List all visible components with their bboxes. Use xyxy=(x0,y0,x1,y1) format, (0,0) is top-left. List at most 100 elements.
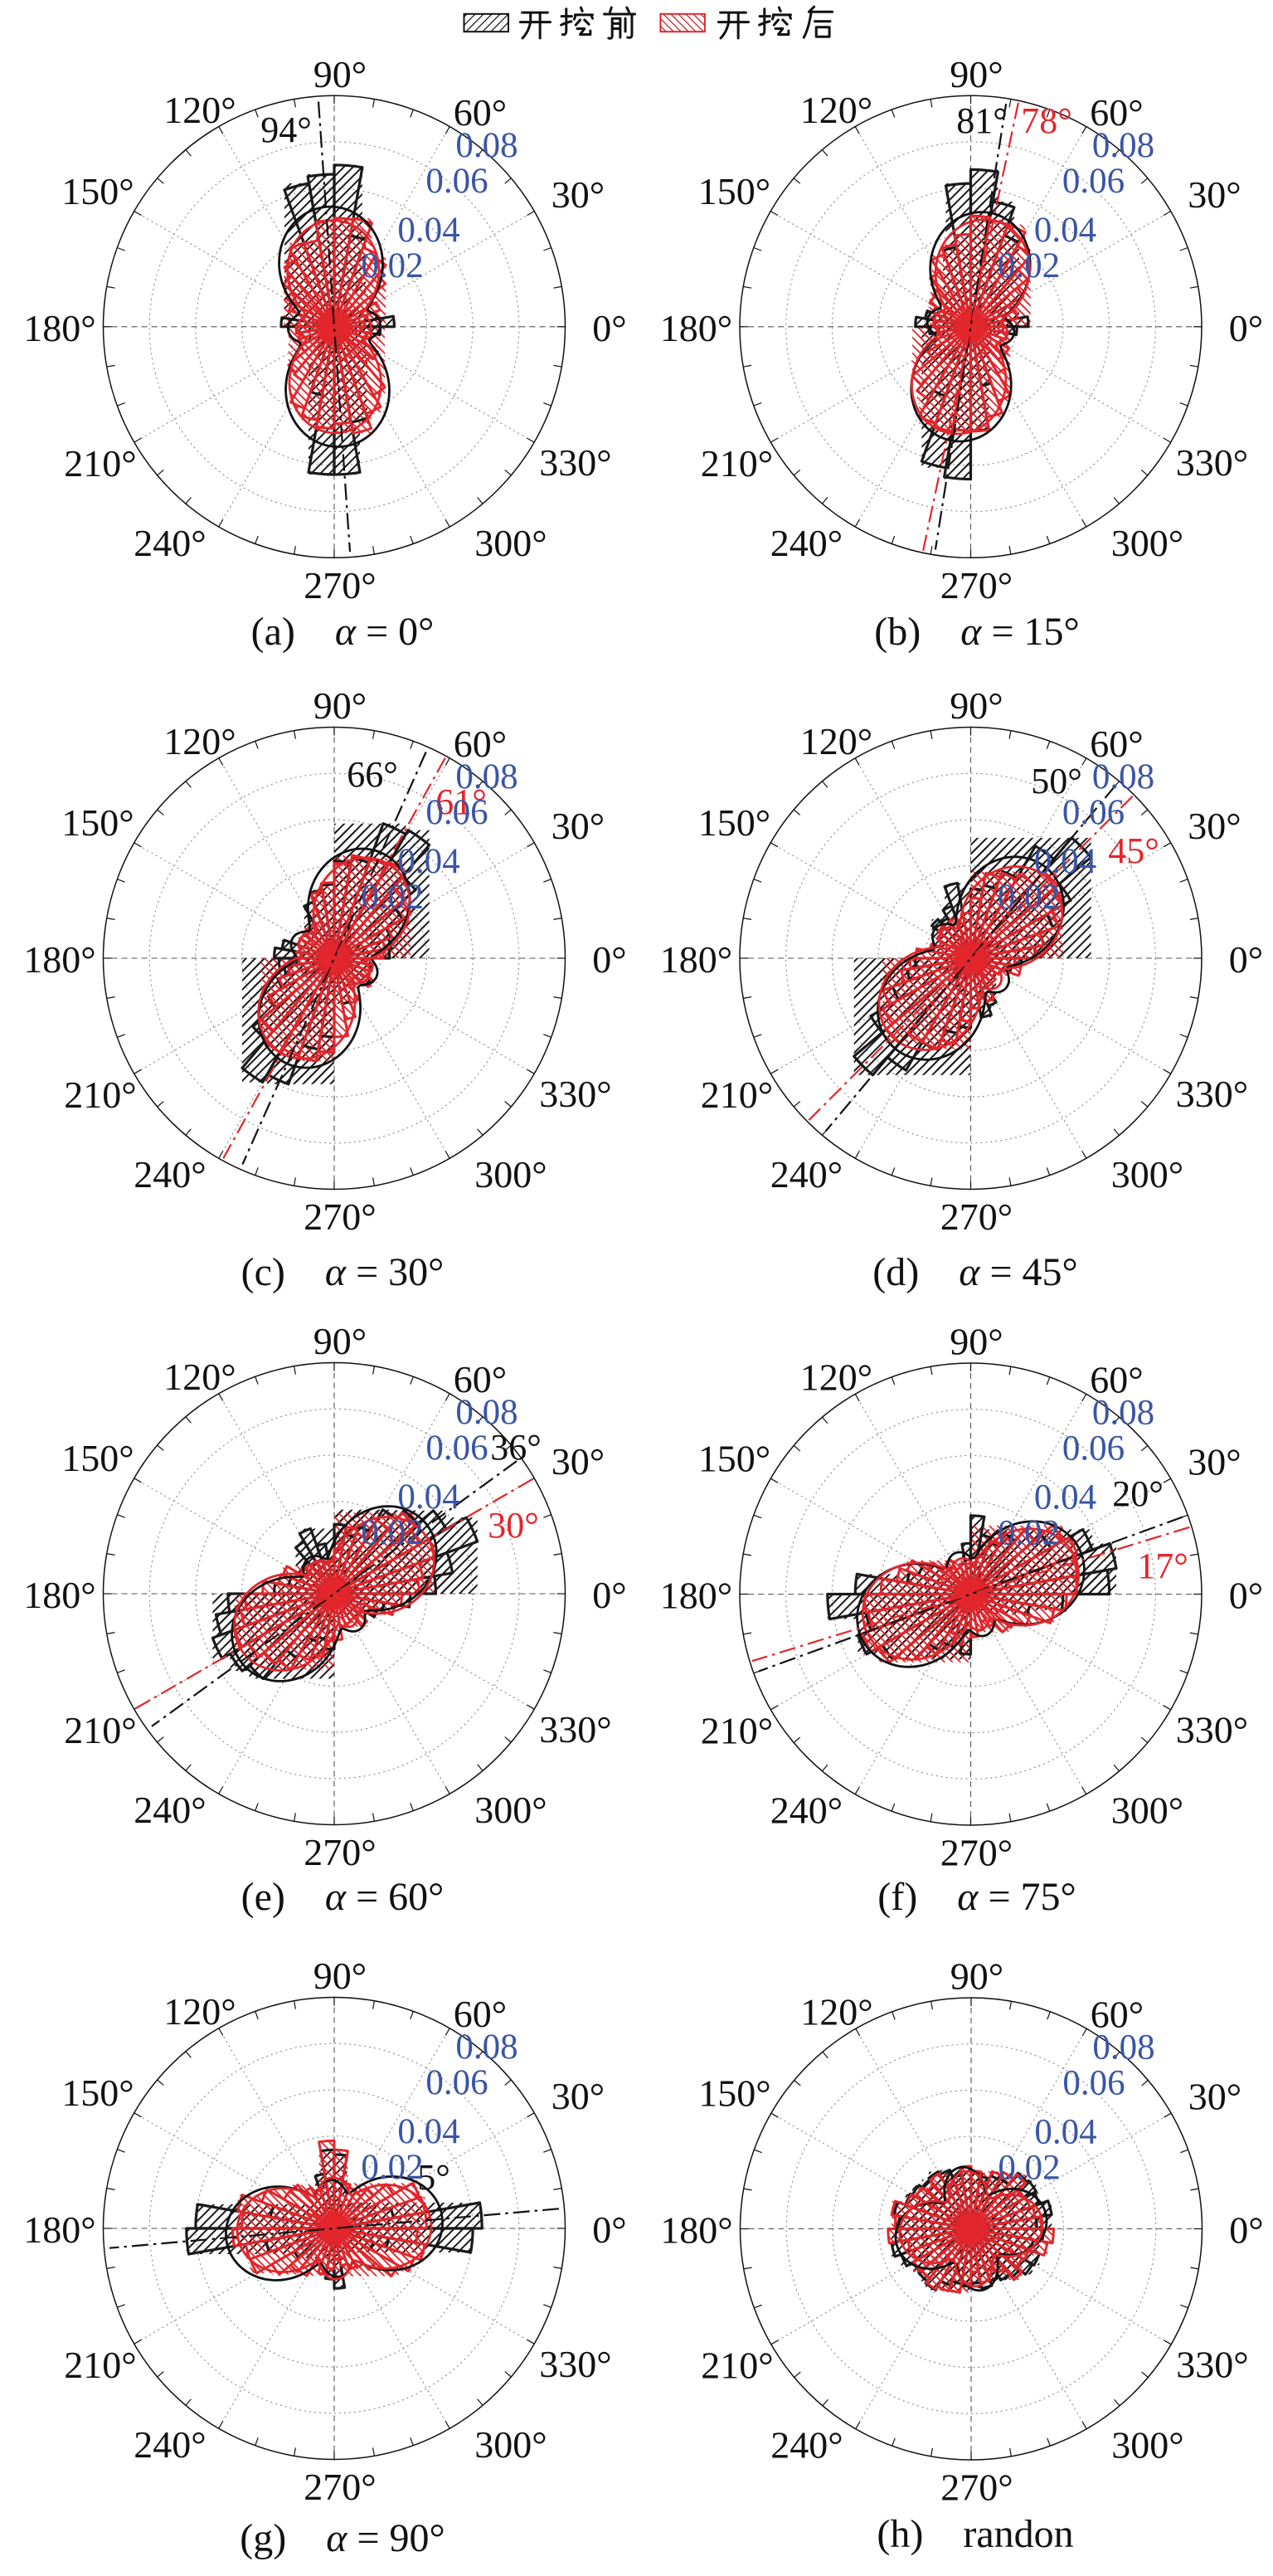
svg-text:240°: 240° xyxy=(134,1153,206,1195)
svg-text:150°: 150° xyxy=(698,801,770,844)
svg-text:0.02: 0.02 xyxy=(361,246,423,285)
svg-text:60°: 60° xyxy=(1090,1359,1143,1401)
svg-text:(g) α = 90°: (g) α = 90° xyxy=(240,2516,445,2560)
svg-text:30°: 30° xyxy=(551,2075,605,2117)
svg-text:30°: 30° xyxy=(1188,2076,1241,2118)
svg-text:(d) α = 45°: (d) α = 45° xyxy=(872,1250,1077,1294)
svg-text:270°: 270° xyxy=(304,564,376,606)
svg-text:78°: 78° xyxy=(1021,100,1072,141)
svg-text:180°: 180° xyxy=(660,938,732,981)
svg-text:30°: 30° xyxy=(551,173,605,216)
svg-text:0°: 0° xyxy=(1229,938,1263,981)
svg-text:0.06: 0.06 xyxy=(1062,162,1125,201)
svg-text:(f) α = 75°: (f) α = 75° xyxy=(877,1875,1076,1919)
svg-text:120°: 120° xyxy=(163,1356,236,1398)
svg-text:240°: 240° xyxy=(134,522,206,564)
svg-text:0.08: 0.08 xyxy=(455,1393,517,1432)
svg-text:81°: 81° xyxy=(956,100,1008,141)
svg-text:45°: 45° xyxy=(1108,830,1159,871)
svg-text:330°: 330° xyxy=(539,2343,611,2385)
svg-text:0°: 0° xyxy=(592,307,626,349)
svg-text:270°: 270° xyxy=(940,564,1013,606)
svg-text:120°: 120° xyxy=(800,1356,872,1399)
svg-text:300°: 300° xyxy=(1111,1790,1183,1832)
svg-text:61°: 61° xyxy=(435,782,487,822)
svg-text:330°: 330° xyxy=(1176,2344,1248,2386)
svg-text:30°: 30° xyxy=(1188,805,1241,847)
svg-text:(a) α = 0°: (a) α = 0° xyxy=(251,610,435,654)
svg-text:210°: 210° xyxy=(64,1074,136,1116)
svg-text:120°: 120° xyxy=(163,89,236,131)
svg-text:150°: 150° xyxy=(698,170,770,212)
svg-text:60°: 60° xyxy=(454,1358,507,1400)
svg-text:210°: 210° xyxy=(701,1074,773,1116)
svg-text:0°: 0° xyxy=(592,1574,626,1616)
svg-text:0°: 0° xyxy=(1229,307,1263,349)
svg-text:180°: 180° xyxy=(23,2208,95,2251)
svg-text:0°: 0° xyxy=(592,938,626,981)
svg-text:30°: 30° xyxy=(1188,173,1241,216)
svg-text:240°: 240° xyxy=(770,1153,843,1195)
svg-text:0.04: 0.04 xyxy=(397,842,459,881)
svg-text:180°: 180° xyxy=(23,307,95,349)
svg-text:210°: 210° xyxy=(701,2345,773,2387)
svg-text:94°: 94° xyxy=(260,110,312,150)
svg-text:210°: 210° xyxy=(64,1709,136,1751)
svg-text:0.04: 0.04 xyxy=(1034,842,1096,881)
svg-text:240°: 240° xyxy=(770,522,843,564)
svg-text:0.02: 0.02 xyxy=(998,2149,1060,2188)
svg-text:(b) α = 15°: (b) α = 15° xyxy=(874,610,1079,654)
svg-text:0.08: 0.08 xyxy=(1092,1394,1154,1433)
svg-text:180°: 180° xyxy=(660,2209,732,2252)
svg-text:0.02: 0.02 xyxy=(998,246,1060,285)
svg-text:240°: 240° xyxy=(134,2423,206,2466)
svg-text:60°: 60° xyxy=(1090,723,1143,765)
svg-text:270°: 270° xyxy=(304,2466,376,2508)
svg-text:0.06: 0.06 xyxy=(1062,793,1125,832)
svg-text:90°: 90° xyxy=(950,1321,1003,1363)
svg-text:0.04: 0.04 xyxy=(1034,2113,1096,2152)
svg-text:0.08: 0.08 xyxy=(455,126,517,165)
svg-text:0.04: 0.04 xyxy=(397,211,459,250)
svg-text:150°: 150° xyxy=(61,801,134,844)
svg-text:60°: 60° xyxy=(1091,1994,1144,2036)
svg-text:120°: 120° xyxy=(800,1991,872,2033)
svg-text:0.06: 0.06 xyxy=(1062,2064,1125,2103)
svg-text:0.02: 0.02 xyxy=(998,1514,1060,1553)
svg-text:180°: 180° xyxy=(660,1575,732,1617)
svg-text:180°: 180° xyxy=(660,307,732,349)
svg-text:270°: 270° xyxy=(940,1195,1013,1238)
svg-text:30°: 30° xyxy=(488,1505,539,1546)
svg-text:66°: 66° xyxy=(347,754,398,795)
svg-text:90°: 90° xyxy=(950,684,1003,727)
svg-text:0.06: 0.06 xyxy=(425,793,488,832)
svg-text:90°: 90° xyxy=(313,1320,367,1362)
svg-text:150°: 150° xyxy=(61,1437,134,1479)
svg-text:0.08: 0.08 xyxy=(1092,126,1154,165)
svg-text:0.06: 0.06 xyxy=(1062,1429,1125,1468)
svg-text:0.04: 0.04 xyxy=(1034,1478,1096,1517)
svg-text:240°: 240° xyxy=(770,1790,843,1832)
svg-text:90°: 90° xyxy=(950,1955,1003,1998)
svg-text:300°: 300° xyxy=(474,1153,547,1195)
svg-text:0.02: 0.02 xyxy=(998,878,1060,917)
svg-text:180°: 180° xyxy=(23,1574,95,1616)
svg-text:0.06: 0.06 xyxy=(425,2063,488,2102)
svg-text:0.08: 0.08 xyxy=(1092,2028,1154,2067)
svg-text:330°: 330° xyxy=(539,1708,611,1751)
svg-text:5°: 5° xyxy=(417,2157,450,2198)
svg-text:50°: 50° xyxy=(1031,761,1082,801)
svg-text:210°: 210° xyxy=(701,1710,773,1752)
svg-text:90°: 90° xyxy=(313,1955,367,1997)
svg-text:17°: 17° xyxy=(1137,1546,1188,1586)
svg-text:(c) α = 30°: (c) α = 30° xyxy=(241,1250,445,1294)
svg-text:330°: 330° xyxy=(1176,1709,1248,1751)
svg-text:36°: 36° xyxy=(490,1427,542,1468)
svg-text:0.02: 0.02 xyxy=(361,1513,423,1552)
svg-text:330°: 330° xyxy=(539,441,611,484)
svg-text:60°: 60° xyxy=(454,1993,507,2035)
svg-text:0.02: 0.02 xyxy=(361,878,423,917)
svg-text:60°: 60° xyxy=(454,723,507,765)
svg-text:270°: 270° xyxy=(940,1832,1013,1874)
svg-text:300°: 300° xyxy=(474,1789,547,1831)
